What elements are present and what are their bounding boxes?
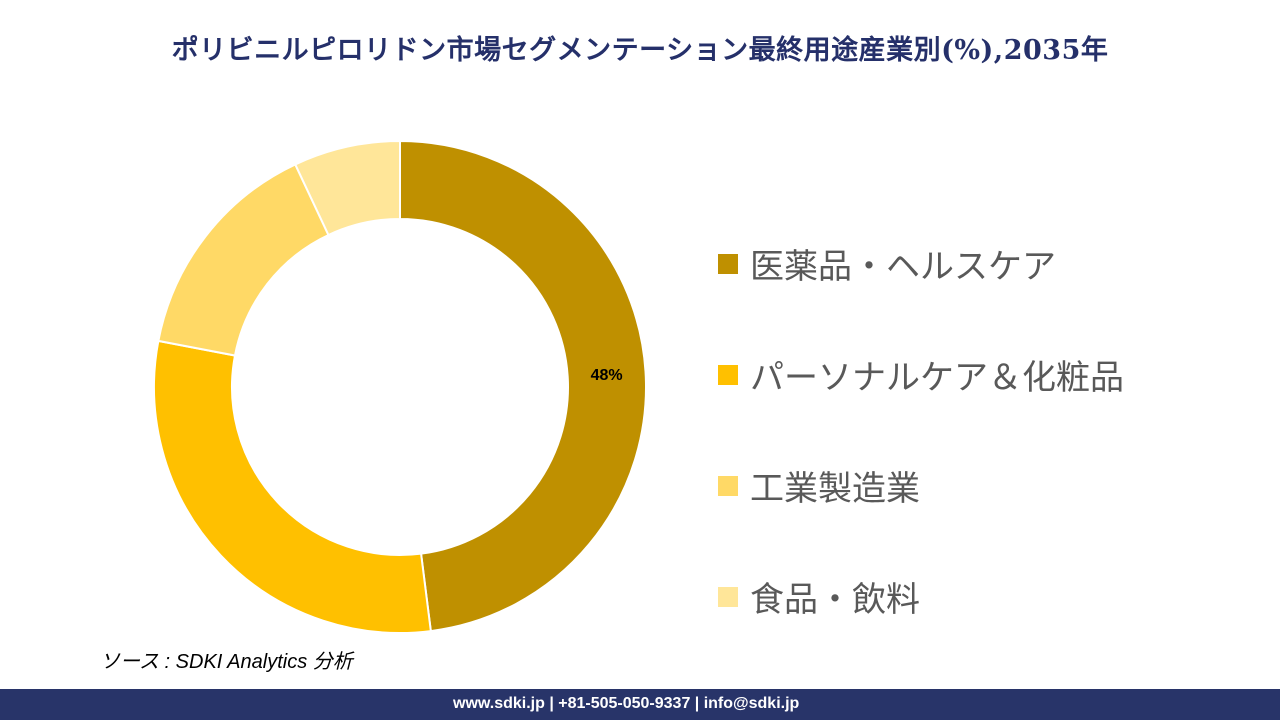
legend-label: 食品・飲料 [750,580,920,620]
legend: 医薬品・ヘルスケア パーソナルケア＆化粧品 工業製造業 食品・飲料 [718,208,1124,652]
donut-slice [293,139,401,237]
source-note: ソース : SDKI Analytics 分析 [100,651,353,673]
legend-label: パーソナルケア＆化粧品 [750,358,1124,398]
donut-slice [399,139,647,633]
legend-swatch [718,253,738,274]
footer-contact[interactable]: www.sdki.jp | +81-505-050-9337 | info@sd… [453,695,800,712]
chart-title: ポリビニルピロリドン市場セグメンテーション最終用途産業別(%),2035年 [171,35,1109,66]
legend-label: 医薬品・ヘルスケア [750,247,1056,287]
legend-item: 工業製造業 [718,430,1124,541]
legend-swatch [718,586,738,607]
footer-bar: www.sdki.jp | +81-505-050-9337 | info@sd… [0,689,1280,720]
donut-slice [157,163,330,357]
legend-label: 工業製造業 [750,469,920,509]
legend-swatch [718,364,738,385]
legend-item: 医薬品・ヘルスケア [718,208,1124,319]
donut-slice [153,339,432,634]
data-label: 48% [591,367,623,384]
legend-item: パーソナルケア＆化粧品 [718,319,1124,430]
legend-swatch [718,475,738,496]
legend-item: 食品・飲料 [718,541,1124,652]
